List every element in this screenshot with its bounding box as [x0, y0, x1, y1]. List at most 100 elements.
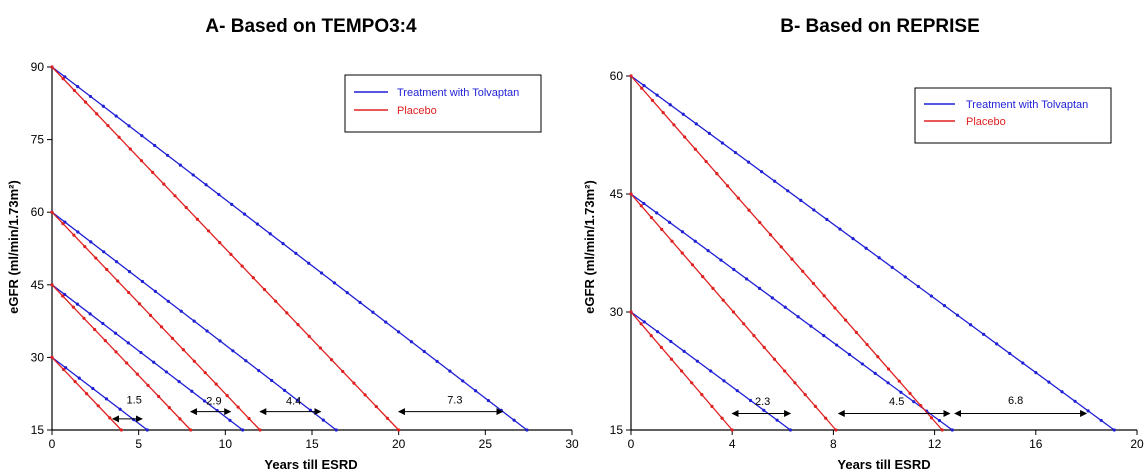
y-tick-label: 75: [31, 133, 45, 147]
series-point: [722, 379, 726, 383]
series-point: [151, 170, 155, 174]
series-point: [642, 83, 646, 88]
series-point: [72, 88, 76, 93]
annotation-label: 4.4: [286, 395, 301, 407]
series-point: [865, 342, 869, 347]
series-point: [307, 261, 311, 265]
series-point: [371, 310, 375, 314]
series-point: [642, 320, 646, 324]
series-point: [683, 135, 687, 139]
series-point: [76, 230, 80, 234]
series-point: [748, 398, 753, 403]
series-point: [822, 294, 826, 298]
series-point: [139, 350, 143, 355]
x-tick-label: 16: [1029, 437, 1043, 451]
series-point: [178, 417, 182, 421]
series-point: [968, 323, 973, 327]
series-point: [91, 386, 95, 391]
series-point: [720, 141, 725, 145]
series-point: [319, 271, 324, 275]
series-point: [50, 65, 54, 69]
series-point: [640, 86, 644, 90]
series-point: [128, 147, 132, 151]
series-line: [51, 66, 528, 431]
series-point: [1099, 418, 1103, 423]
y-axis-label: eGFR (ml/min/1.73m²): [6, 180, 21, 314]
series-point: [762, 408, 766, 412]
series-point: [126, 341, 130, 345]
series-point: [71, 305, 75, 309]
series-point: [940, 428, 944, 432]
series-point: [113, 331, 118, 335]
series-point: [244, 359, 248, 363]
chart-title: B- Based on REPRISE: [780, 16, 980, 37]
series-point: [341, 369, 345, 374]
x-tick-label: 10: [219, 437, 233, 451]
series-line: [51, 284, 244, 431]
series-point: [203, 371, 207, 375]
series-point: [96, 404, 100, 408]
series-point: [790, 257, 794, 261]
y-tick-label: 60: [610, 69, 624, 83]
series-point: [834, 428, 838, 432]
series-point: [667, 220, 672, 224]
series-point: [813, 404, 818, 408]
series-point: [811, 281, 816, 286]
series-point: [50, 283, 54, 287]
series-point: [822, 334, 826, 338]
series-point: [332, 281, 336, 285]
series-point: [649, 334, 653, 338]
series-point: [83, 100, 88, 104]
series-point: [639, 322, 643, 326]
series-point: [95, 112, 99, 116]
series-point: [725, 184, 730, 188]
series-point: [162, 182, 166, 186]
series-point: [94, 256, 98, 260]
series-point: [137, 302, 142, 306]
series-point: [145, 428, 149, 432]
y-tick-label: 60: [31, 205, 45, 219]
series-line: [51, 66, 400, 431]
series-point: [844, 318, 848, 322]
series-point: [937, 418, 942, 423]
y-tick-label: 45: [610, 187, 624, 201]
series-point: [115, 260, 119, 264]
x-axis-label: Years till ESRD: [264, 457, 357, 472]
series-point: [127, 290, 131, 295]
series-point: [104, 397, 109, 401]
annotation-label: 2.3: [755, 396, 770, 408]
series-point: [701, 275, 705, 279]
series-point: [669, 357, 674, 361]
series-point: [824, 416, 828, 420]
series-point: [242, 212, 247, 216]
annotation-label: 6.8: [1008, 395, 1023, 407]
series-point: [159, 325, 164, 329]
series-line: [630, 75, 943, 431]
series-point: [139, 159, 144, 163]
series-point: [847, 352, 852, 357]
series-point: [642, 201, 646, 206]
legend-label-placebo: Placebo: [966, 116, 1006, 128]
series-point: [710, 404, 714, 408]
series-point: [218, 241, 222, 245]
series-point: [955, 313, 960, 317]
series-point: [672, 123, 676, 127]
series-point: [352, 381, 356, 385]
series-point: [1047, 380, 1051, 384]
series-point: [704, 159, 708, 164]
series-point: [296, 323, 300, 327]
legend-box: [914, 87, 1112, 144]
series-point: [282, 388, 287, 392]
series-point: [486, 398, 491, 403]
series-point: [695, 359, 700, 363]
series-point: [877, 256, 881, 260]
series-point: [629, 74, 633, 78]
series-point: [167, 406, 171, 410]
series-point: [127, 124, 131, 128]
series-point: [903, 275, 907, 279]
series-point: [786, 189, 790, 193]
series-point: [258, 428, 262, 432]
series-point: [801, 269, 805, 273]
series-point: [125, 361, 129, 365]
series-point: [680, 369, 684, 373]
